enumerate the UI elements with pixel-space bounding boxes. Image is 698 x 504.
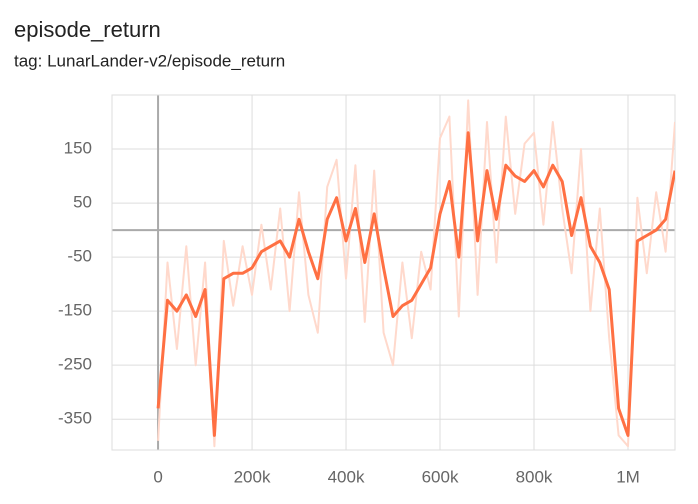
x-tick-label: 1M [616, 467, 640, 486]
series-line [156, 131, 675, 437]
y-tick-label: 50 [73, 193, 92, 212]
x-tick-label: 400k [328, 467, 365, 486]
x-tick-label: 200k [234, 467, 271, 486]
chart-subtitle: tag: LunarLander-v2/episode_return [14, 51, 285, 70]
x-tick-label: 600k [422, 467, 459, 486]
y-tick-label: -350 [58, 409, 92, 428]
plot-frame [111, 94, 676, 451]
chart-title: episode_return [14, 17, 161, 42]
x-tick-label: 0 [153, 467, 162, 486]
y-tick-label: 150 [64, 139, 92, 158]
y-tick-label: -150 [58, 301, 92, 320]
grid [111, 94, 676, 451]
plot-area [156, 99, 675, 448]
y-tick-label: -50 [67, 247, 92, 266]
x-tick-label: 800k [516, 467, 553, 486]
y-tick-label: -250 [58, 355, 92, 374]
